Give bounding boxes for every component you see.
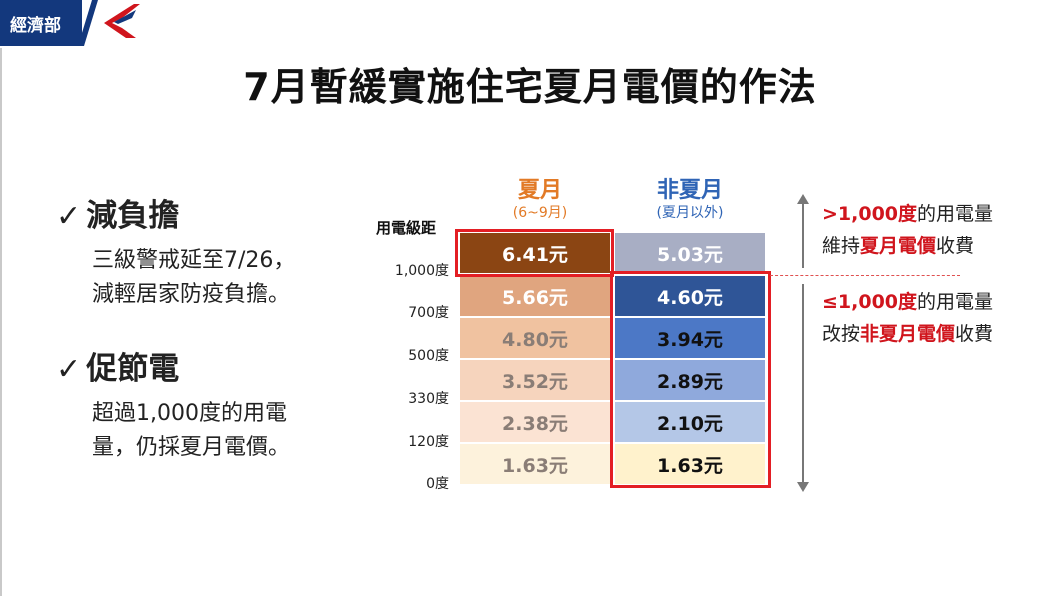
tick-label: 700度 [408, 305, 449, 321]
point-description: 三級警戒延至7/26， 減輕居家防疫負擔。 [92, 248, 296, 307]
page-title: 7月暫緩實施住宅夏月電價的作法 [243, 65, 817, 109]
left-border [0, 48, 2, 596]
usage-range-label: 用電級距 [376, 219, 437, 237]
upper-note: >1,000度的用電量 維持夏月電價收費 [822, 203, 994, 257]
tick-label: 0度 [426, 476, 449, 492]
arrow-down-icon [797, 482, 809, 492]
nonsummer-rate-cell: 4.60元 [615, 276, 765, 316]
summer-rate-cell: 4.80元 [460, 318, 610, 358]
tick-label: 1,000度 [394, 263, 449, 279]
tick-label: 120度 [408, 434, 449, 450]
tick-label: 500度 [408, 348, 449, 364]
nonsummer-rate-cell: 5.03元 [615, 233, 765, 273]
point-heading: 減負擔 [86, 198, 180, 234]
nonsummer-rate-cell: 2.10元 [615, 402, 765, 442]
upper-range-arrow [802, 200, 804, 268]
summer-rate-cell: 1.63元 [460, 444, 610, 484]
summer-rate-cell: 2.38元 [460, 402, 610, 442]
nonsummer-rate-cell: 1.63元 [615, 444, 765, 484]
arrow-up-icon [797, 194, 809, 204]
nonsummer-column-header: 非夏月 (夏月以外) [656, 178, 724, 221]
ministry-logo: 經濟部 [0, 0, 82, 46]
threshold-dashed-line [770, 275, 960, 276]
summer-rate-cell: 5.66元 [460, 276, 610, 316]
nonsummer-rate-cell: 3.94元 [615, 318, 765, 358]
logo-text: 經濟部 [10, 15, 61, 36]
point-heading: 促節電 [86, 351, 180, 387]
tick-label: 330度 [408, 391, 449, 407]
point-description: 超過1,000度的用電 量，仍採夏月電價。 [92, 401, 291, 460]
summer-rate-cell: 6.41元 [460, 233, 610, 273]
summer-highlight-box [455, 229, 614, 277]
ministry-emblem-icon [78, 0, 140, 46]
point-save-energy: ✓ 促節電 [56, 343, 179, 388]
point-reduce-burden: ✓ 減負擔 [56, 190, 179, 235]
check-icon: ✓ [56, 352, 82, 387]
nonsummer-highlight-box [610, 271, 771, 488]
summer-rate-cell: 3.52元 [460, 360, 610, 400]
lower-note: ≤1,000度的用電量 改按非夏月電價收費 [822, 291, 994, 345]
nonsummer-rate-cell: 2.89元 [615, 360, 765, 400]
lower-range-arrow [802, 284, 804, 484]
check-icon: ✓ [56, 199, 82, 234]
summer-column-header: 夏月 (6~9月) [512, 178, 568, 221]
